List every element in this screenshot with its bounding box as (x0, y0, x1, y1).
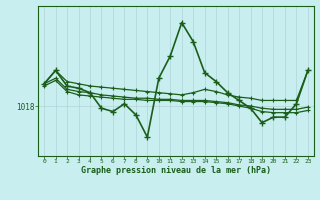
X-axis label: Graphe pression niveau de la mer (hPa): Graphe pression niveau de la mer (hPa) (81, 166, 271, 175)
